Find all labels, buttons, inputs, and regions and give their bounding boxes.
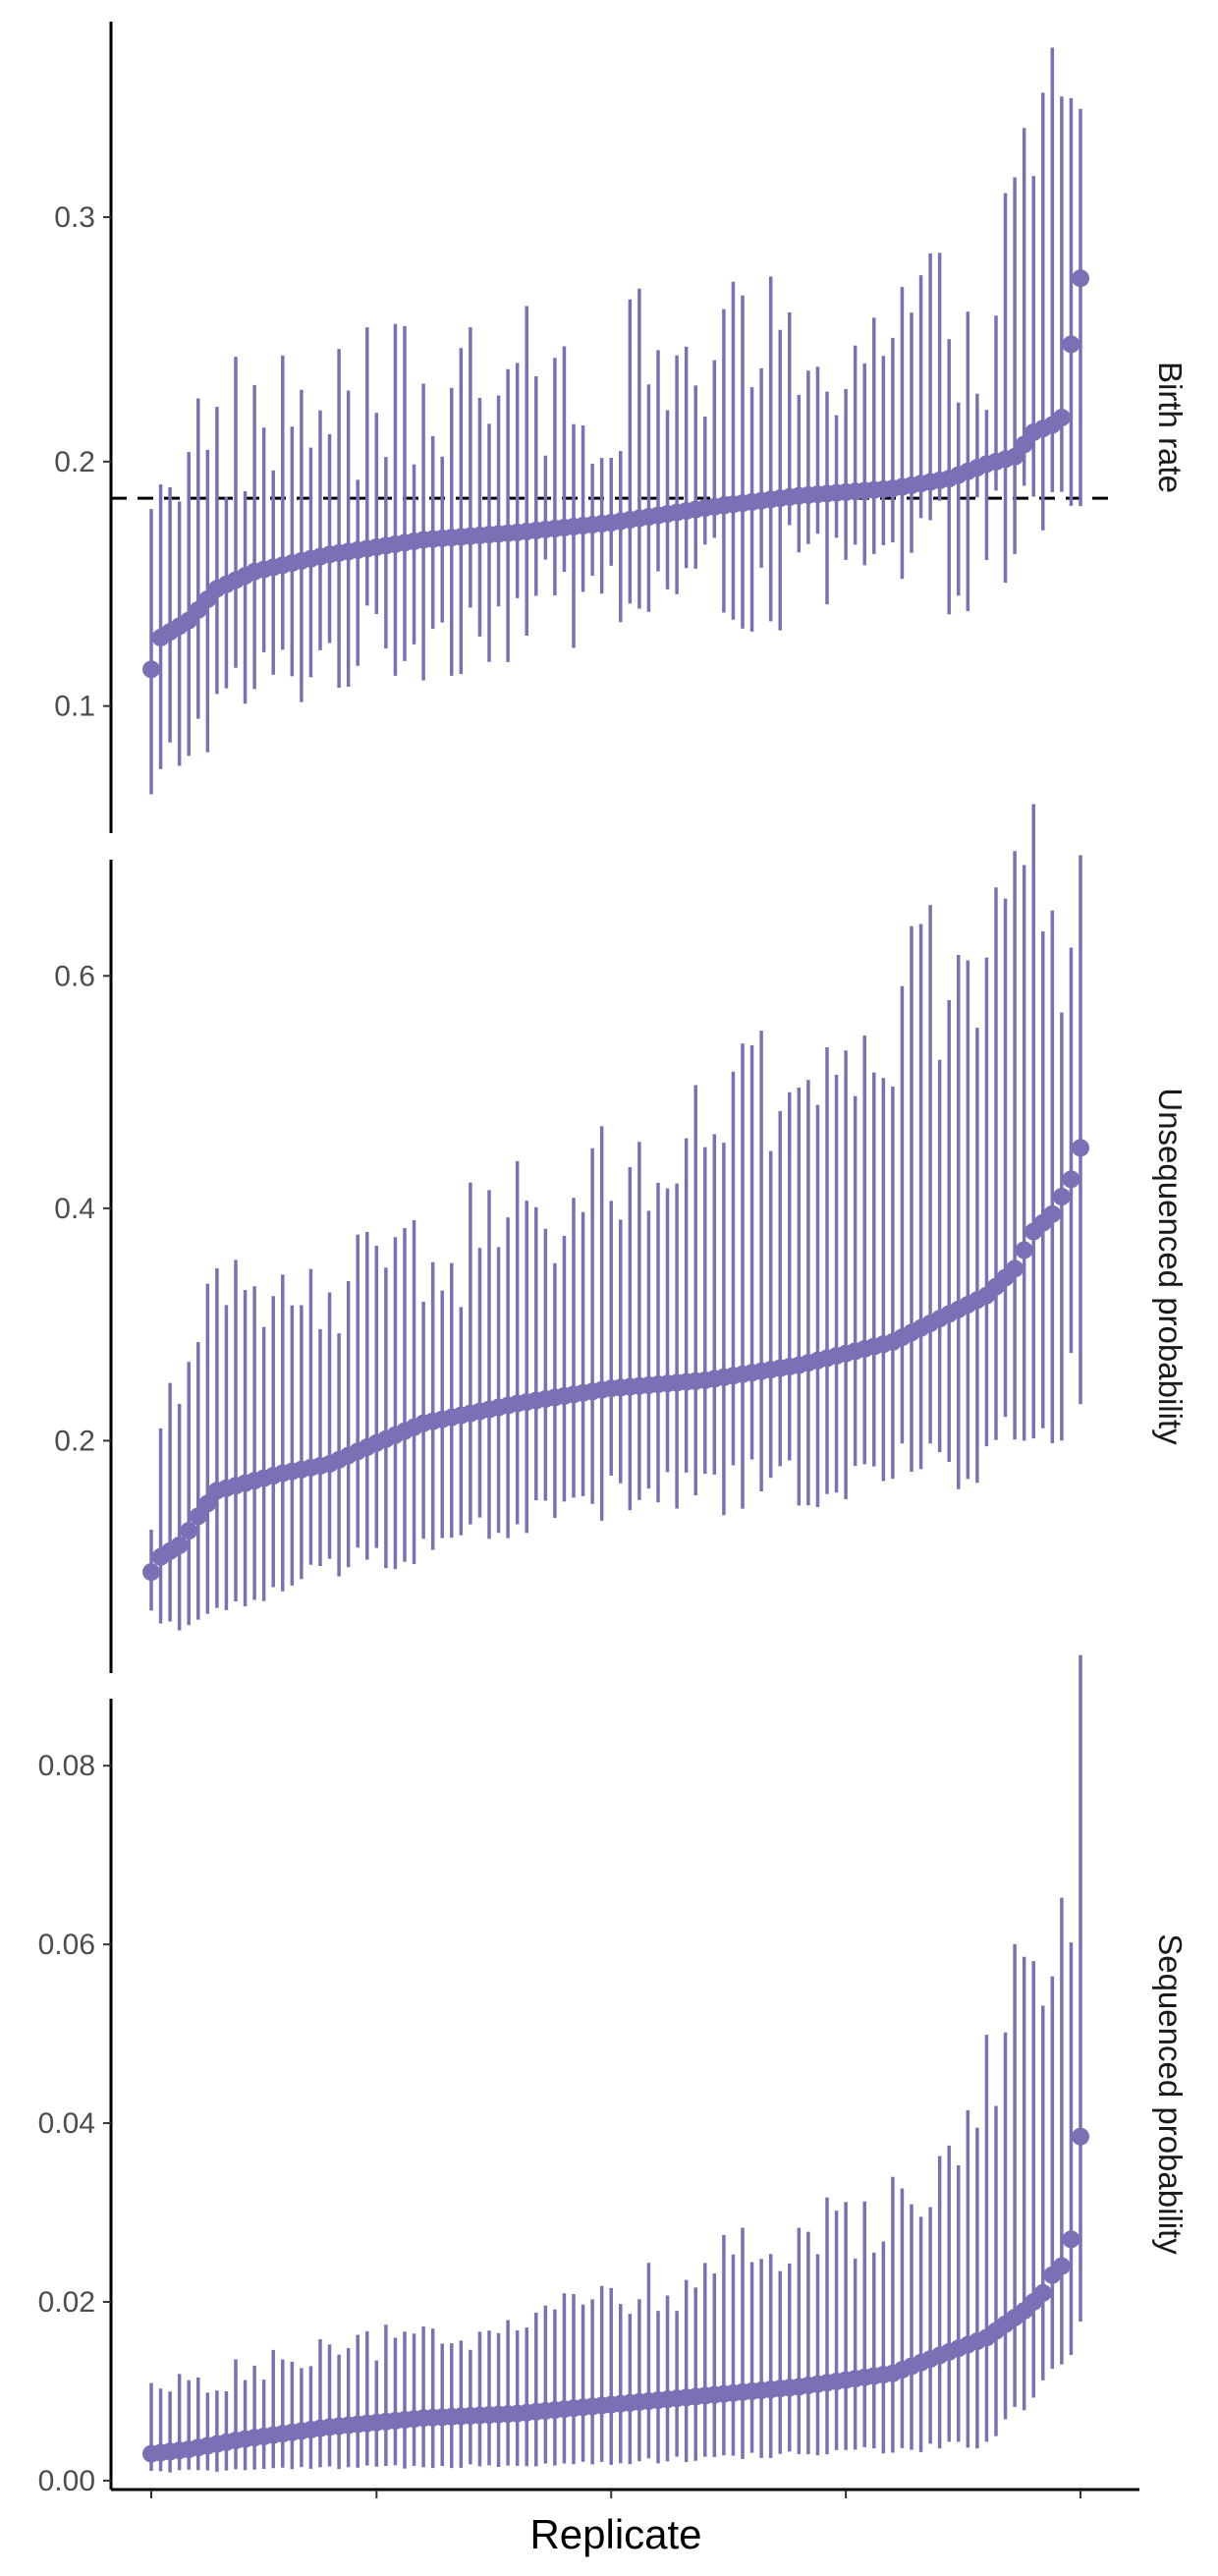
estimate-point xyxy=(1015,435,1033,454)
y-tick-label: 0.02 xyxy=(38,2286,95,2319)
y-tick-label: 0.08 xyxy=(38,1750,95,1782)
x-axis: Replicate xyxy=(111,2488,1139,2557)
x-axis-title: Replicate xyxy=(529,2511,701,2557)
estimate-point xyxy=(1062,335,1080,354)
estimate-point xyxy=(142,660,160,679)
estimate-point xyxy=(1062,2230,1080,2249)
estimate-point xyxy=(1015,1241,1033,1260)
estimate-point xyxy=(1072,269,1089,288)
estimate-point xyxy=(198,1494,217,1513)
estimate-point xyxy=(170,1536,189,1554)
estimate-point xyxy=(189,1507,207,1526)
estimate-point xyxy=(1072,2127,1089,2146)
facet-strip-label: Birth rate xyxy=(1152,362,1189,493)
y-tick-label: 0.3 xyxy=(54,201,95,234)
y-tick-label: 0.04 xyxy=(38,2107,95,2140)
estimate-point xyxy=(1006,447,1024,466)
estimate-point xyxy=(180,1522,198,1540)
estimate-point xyxy=(1052,1188,1071,1206)
panels-layer: 0.1 0.2 0.3 Birth rate 0.2 0.4 0.6 Unsequenced … xyxy=(38,22,1189,2497)
estimate-point xyxy=(1033,2283,1052,2302)
y-tick-label: 0.6 xyxy=(54,960,95,992)
estimate-point xyxy=(1072,1139,1089,1157)
estimate-point xyxy=(1062,1170,1080,1189)
estimate-point xyxy=(142,1563,160,1582)
estimate-point xyxy=(1043,1204,1062,1223)
y-tick-label: 0.00 xyxy=(38,2465,95,2497)
facet-strip-label: Unsequenced probability xyxy=(1152,1088,1189,1445)
y-tick-label: 0.1 xyxy=(54,691,95,723)
panel-2: 0.2 0.4 0.6 Unsequenced probability xyxy=(54,804,1189,1673)
panel-3: 0.00 0.02 0.04 0.06 0.08 Sequenced probabilit… xyxy=(38,1654,1189,2497)
y-tick-label: 0.4 xyxy=(54,1193,95,1225)
panel-1: 0.1 0.2 0.3 Birth rate xyxy=(54,22,1189,833)
facet-strip-label: Sequenced probability xyxy=(1152,1933,1189,2255)
estimate-point xyxy=(1006,1260,1024,1278)
estimate-point xyxy=(1052,409,1071,427)
estimate-point xyxy=(1052,2257,1071,2275)
y-tick-label: 0.2 xyxy=(54,446,95,478)
y-tick-label: 0.06 xyxy=(38,1929,95,1961)
y-tick-label: 0.2 xyxy=(54,1425,95,1457)
